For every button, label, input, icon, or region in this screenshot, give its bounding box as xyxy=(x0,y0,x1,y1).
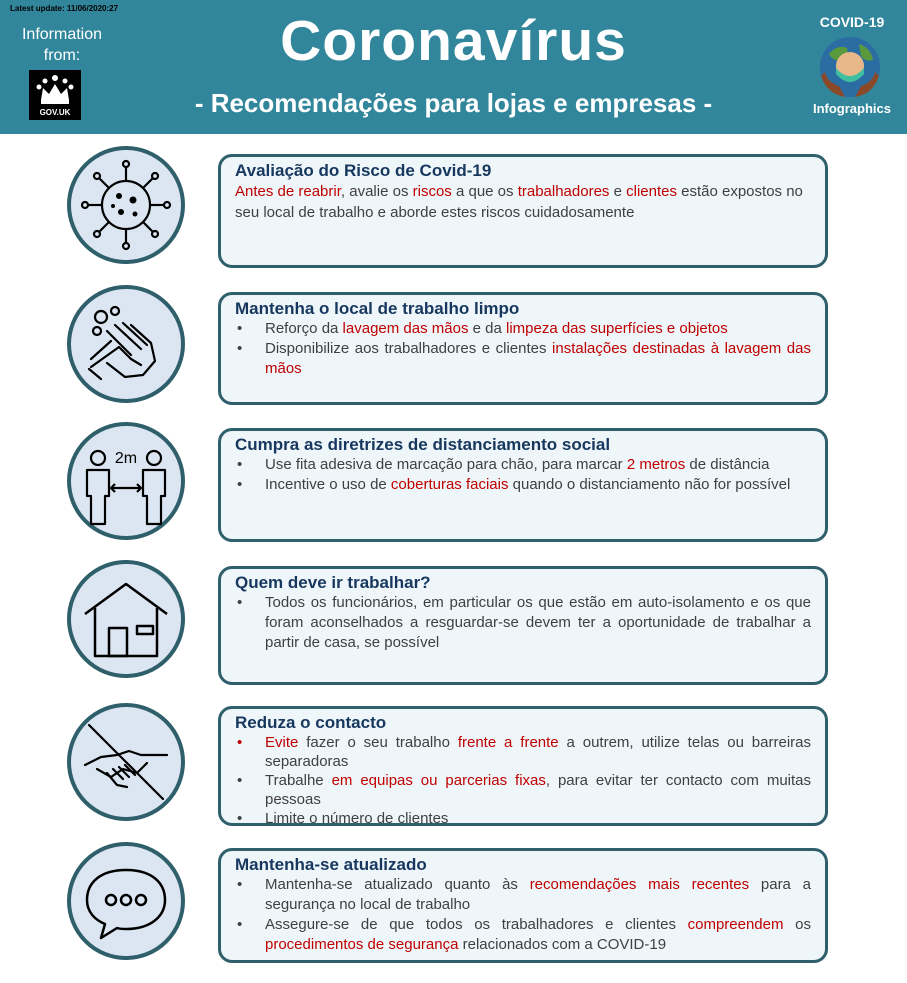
card-title: Mantenha-se atualizado xyxy=(235,855,427,874)
card-social-distancing: Cumpra as diretrizes de distanciamento s… xyxy=(218,428,828,542)
house-icon xyxy=(84,582,168,658)
handshake-icon xyxy=(83,723,169,801)
card-title: Avaliação do Risco de Covid-19 xyxy=(235,161,492,180)
globe-mask-icon xyxy=(820,37,880,97)
card-clean-workplace: Mantenha o local de trabalho limpo Refor… xyxy=(218,292,828,405)
crown-icon xyxy=(36,75,74,104)
page-title: Coronavírus xyxy=(280,9,627,73)
distance-icon-circle: 2m xyxy=(67,422,185,540)
latest-update: Latest update: 11/06/2020:27 xyxy=(10,4,119,13)
list-item: Reforço da lavagem das mãos e da limpeza… xyxy=(235,319,811,339)
chat-icon xyxy=(85,868,167,940)
card-title: Mantenha o local de trabalho limpo xyxy=(235,299,520,318)
card-title: Cumpra as diretrizes de distanciamento s… xyxy=(235,435,611,454)
card-reduce-contact: Reduza o contacto Evite fazer o seu trab… xyxy=(218,706,828,828)
house-icon-circle xyxy=(67,560,185,678)
card-title: Quem deve ir trabalhar? xyxy=(235,573,431,592)
list-item: Limite o número de clientes xyxy=(235,809,811,828)
handshake-icon-circle xyxy=(67,703,185,821)
list-item: Assegure-se de que todos os trabalhadore… xyxy=(235,915,811,955)
list-item: Use fita adesiva de marcação para chão, … xyxy=(235,455,811,475)
card-stay-updated: Mantenha-se atualizado Mantenha-se atual… xyxy=(218,848,828,963)
virus-icon xyxy=(80,159,172,251)
govuk-logo: GOV.UK xyxy=(29,70,81,120)
distance-label: 2m xyxy=(115,450,137,467)
govuk-label: GOV.UK xyxy=(39,108,71,117)
bullet-list: Evite fazer o seu trabalho frente a fren… xyxy=(235,733,811,828)
card-title: Reduza o contacto xyxy=(235,713,387,732)
list-item: Mantenha-se atualizado quanto às recomen… xyxy=(235,875,811,915)
bullet-list: Todos os funcionários, em particular os … xyxy=(235,593,811,653)
bullet-list: Mantenha-se atualizado quanto às recomen… xyxy=(235,875,811,955)
header-banner: Latest update: 11/06/2020:27 Information… xyxy=(0,0,907,134)
list-item: Trabalhe em equipas ou parcerias fixas, … xyxy=(235,771,811,809)
list-item: Todos os funcionários, em particular os … xyxy=(235,593,811,653)
bullet-list: Use fita adesiva de marcação para chão, … xyxy=(235,455,811,495)
card-text: Antes de reabrir, avalie os riscos a que… xyxy=(235,183,803,221)
bullet-list: Reforço da lavagem das mãos e da limpeza… xyxy=(235,319,811,379)
card-who-works: Quem deve ir trabalhar? Todos os funcion… xyxy=(218,566,828,685)
list-item: Disponibilize aos trabalhadores e client… xyxy=(235,339,811,379)
handwash-icon xyxy=(87,305,157,381)
covid-label: COVID-19 xyxy=(819,14,885,30)
virus-icon-circle xyxy=(67,146,185,264)
card-risk-assessment: Avaliação do Risco de Covid-19 Antes de … xyxy=(218,154,828,268)
list-item: Incentive o uso de coberturas faciais qu… xyxy=(235,475,811,495)
chat-icon-circle xyxy=(67,842,185,960)
distance-icon: 2m xyxy=(85,449,167,526)
page-subtitle: - Recomendações para lojas e empresas - xyxy=(194,88,713,118)
infographics-label: Infographics xyxy=(812,101,891,116)
list-item: Evite fazer o seu trabalho frente a fren… xyxy=(235,733,811,771)
information-from: Information from: xyxy=(21,26,103,64)
handwash-icon-circle xyxy=(67,285,185,403)
